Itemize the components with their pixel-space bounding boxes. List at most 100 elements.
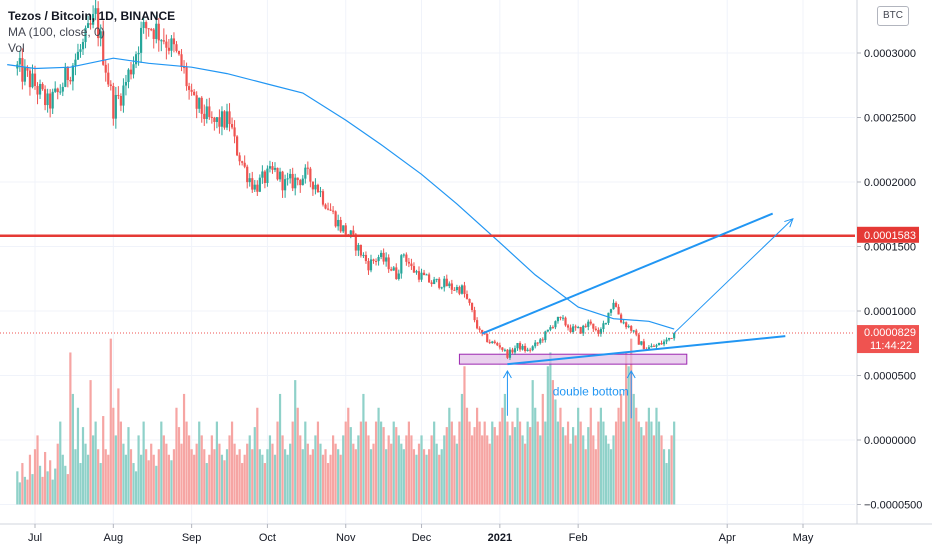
candle-body [516,343,519,349]
candle-body [410,263,413,267]
volume-bar [195,443,198,505]
volume-bar [314,435,317,505]
candle-body [180,54,183,68]
volume-bar [385,449,388,505]
volume-bar [518,421,522,505]
candle-body [387,257,390,270]
volume-bar [38,465,42,505]
candle-body [476,320,479,329]
volume-bar [625,352,628,505]
ma-indicator-label[interactable]: MA (100, close, 0) [8,25,105,39]
candle-body [478,328,481,330]
candle-body [248,178,251,183]
candle-body [28,70,32,88]
candle-body [329,209,332,211]
volume-bar [377,407,380,505]
volume-bar [554,399,557,505]
candle-body [344,225,347,235]
candle-body [332,210,335,212]
volume-bar [301,449,304,505]
volume-bar [246,443,249,505]
candle-body [602,323,605,330]
candle-body [372,259,375,261]
volume-bar [450,421,453,505]
candle-body [238,155,241,162]
volume-bar [193,454,196,505]
x-tick-label: May [793,532,814,544]
x-axis[interactable]: Jul Aug Sep Oct Nov Dec 2021 Feb Apr May [28,524,814,544]
volume-bar [501,407,504,505]
candle-body [233,127,236,137]
candle-body [561,317,565,319]
volume-bar [94,421,97,505]
volume-bar [524,443,527,505]
volume-bar [513,427,517,505]
volume-bar [86,454,90,505]
volume-bar [41,476,44,505]
volume-bar [630,338,633,505]
candle-body [566,325,570,328]
candle-body [668,337,671,340]
candle-body [433,279,436,285]
volume-bar [132,463,135,505]
volume-bar [642,435,645,505]
y-tick-label: 0.0000500 [864,371,916,383]
volume-bar [241,463,244,505]
candle-body [417,271,421,280]
candle-body [412,266,416,273]
volume-bar [405,435,408,505]
volume-bar [443,435,446,505]
candle-body [572,326,575,333]
symbol-title[interactable]: Tezos / Bitcoin, 1D, BINANCE [8,9,176,23]
y-axis[interactable]: 0.00030000.00025000.00020000.00015000.00… [857,48,922,512]
volume-bar [544,421,547,505]
volume-bar [529,427,532,505]
volume-bar [632,393,635,505]
candle-body [185,67,188,87]
candle-body [463,285,466,294]
volume-bar [205,463,208,505]
volume-bar [137,435,140,505]
currency-badge[interactable]: BTC [877,6,909,26]
candle-body [129,69,133,75]
volume-bar [352,443,355,505]
candle-body [397,273,400,280]
candle-body [392,267,395,271]
volume-bar [582,435,585,505]
candle-body [92,13,95,25]
volume-bar [637,421,640,505]
volume-bar [539,435,542,505]
volume-bar [97,449,100,505]
candle-body [213,117,216,122]
volume-bar [400,443,403,505]
volume-bar [276,421,279,505]
candle-body [258,177,261,192]
candle-body [402,254,405,256]
volume-bar [142,421,145,505]
candle-body [152,29,155,39]
volume-bar [266,449,269,505]
volume-bar [284,449,287,505]
candle-body [193,91,196,96]
volume-bar [59,421,62,505]
volume-bar [165,443,168,505]
volume-indicator-label[interactable]: Vol [8,41,25,55]
candle-body [491,341,494,343]
volume-bar [627,366,630,505]
volume-bar [109,338,112,505]
volume-bar [309,454,312,505]
candle-body [301,178,304,186]
volume-bar [438,454,441,505]
volume-bar [559,407,562,505]
candle-body [306,167,309,169]
candle-body [157,23,160,41]
volume-bar [155,465,158,505]
resistance-price-label: 0.0001583 [864,230,916,242]
volume-bar [162,435,165,505]
y-tick-label: 0.0002000 [864,177,916,189]
volume-bar [147,460,150,505]
volume-bar [347,407,350,505]
x-tick-label: Jul [28,532,42,544]
